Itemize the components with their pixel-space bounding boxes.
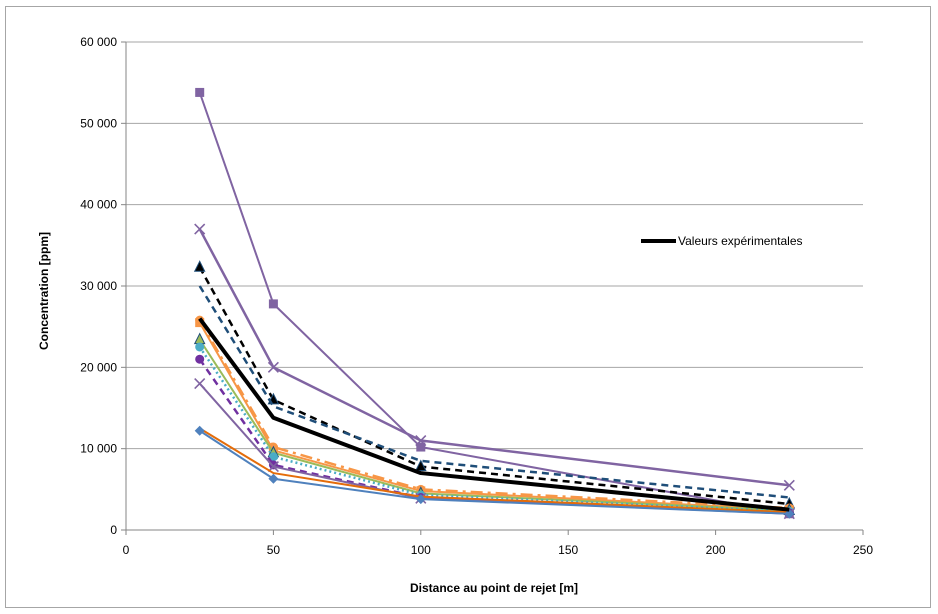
series-4 (193, 260, 796, 509)
series-1 (198, 317, 790, 512)
series-7 (195, 318, 794, 515)
series-line (198, 322, 790, 511)
series-5 (198, 285, 790, 499)
series-line (199, 429, 790, 515)
series-line (198, 317, 790, 512)
y-tick-label: 60 000 (80, 35, 117, 49)
axes (121, 41, 864, 535)
data-point (268, 299, 278, 309)
x-tick-label: 100 (411, 543, 431, 557)
data-point (267, 361, 279, 373)
y-tick-label: 30 000 (80, 279, 117, 293)
data-point (415, 494, 426, 505)
data-point (195, 87, 205, 97)
gridlines (126, 41, 863, 450)
data-point (194, 223, 206, 235)
data-point (194, 425, 205, 436)
y-tick-label: 20 000 (80, 360, 117, 374)
data-point (195, 342, 205, 352)
data-point (415, 434, 427, 447)
data-point (268, 473, 279, 484)
series-12 (199, 427, 790, 514)
x-tick-label: 200 (706, 543, 726, 557)
series-6 (195, 315, 794, 513)
data-point (268, 452, 278, 462)
x-tick-label: 250 (853, 543, 873, 557)
y-tick-label: 0 (110, 523, 117, 537)
series-line (198, 358, 790, 515)
data-point (193, 260, 206, 272)
series-line (198, 285, 790, 499)
x-tick-label: 0 (123, 543, 130, 557)
x-tick-label: 150 (558, 543, 578, 557)
series-13 (194, 425, 795, 519)
series-line (198, 346, 790, 513)
series-line (198, 319, 790, 510)
tick-labels: 0 10 000 20 000 30 000 40 000 50 000 60 000 0 50… (80, 35, 873, 557)
y-axis-title: Concentration [ppm] (37, 232, 51, 350)
series-line (199, 427, 790, 514)
y-tick-label: 40 000 (80, 198, 117, 212)
x-axis-title: Distance au point de rejet [m] (410, 581, 578, 595)
data-point (193, 332, 206, 345)
series-10 (195, 354, 794, 518)
data-point (783, 479, 795, 491)
y-tick-label: 10 000 (80, 442, 117, 456)
data-point (414, 459, 427, 472)
x-tick-label: 50 (267, 543, 281, 557)
series-line (198, 228, 790, 487)
series-3 (194, 223, 795, 491)
series-line (198, 339, 790, 512)
legend: Valeurs expérimentales (641, 234, 803, 248)
legend-label: Valeurs expérimentales (678, 234, 803, 248)
y-tick-label: 50 000 (80, 116, 117, 130)
data-point (195, 354, 205, 364)
series-lines (193, 87, 796, 520)
data-point (416, 442, 426, 452)
data-point (194, 378, 206, 390)
